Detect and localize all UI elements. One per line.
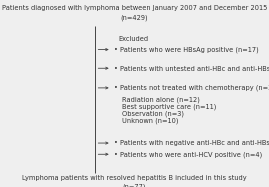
Text: (n=77): (n=77) [123,184,146,187]
Text: Patients diagnosed with lymphoma between January 2007 and December 2015: Patients diagnosed with lymphoma between… [2,5,267,11]
Text: • Patients who were anti-HCV positive (n=4): • Patients who were anti-HCV positive (n… [114,151,263,157]
Text: Unknown (n=10): Unknown (n=10) [122,118,179,124]
Text: Observation (n=3): Observation (n=3) [122,111,184,117]
Text: Excluded: Excluded [118,36,148,42]
Text: • Patients who were HBsAg positive (n=17): • Patients who were HBsAg positive (n=17… [114,46,259,53]
Text: • Patients with negative anti-HBc and anti-HBs (n=173): • Patients with negative anti-HBc and an… [114,140,269,146]
Text: Best supportive care (n=11): Best supportive care (n=11) [122,103,217,110]
Text: Radiation alone (n=12): Radiation alone (n=12) [122,96,200,103]
Text: (n=429): (n=429) [121,15,148,22]
Text: • Patients with untested anti-HBc and anti-HBs (n=122): • Patients with untested anti-HBc and an… [114,65,269,71]
Text: Lymphoma patients with resolved hepatitis B included in this study: Lymphoma patients with resolved hepatiti… [22,175,247,181]
Text: • Patients not treated with chemotherapy (n=36): • Patients not treated with chemotherapy… [114,85,269,91]
